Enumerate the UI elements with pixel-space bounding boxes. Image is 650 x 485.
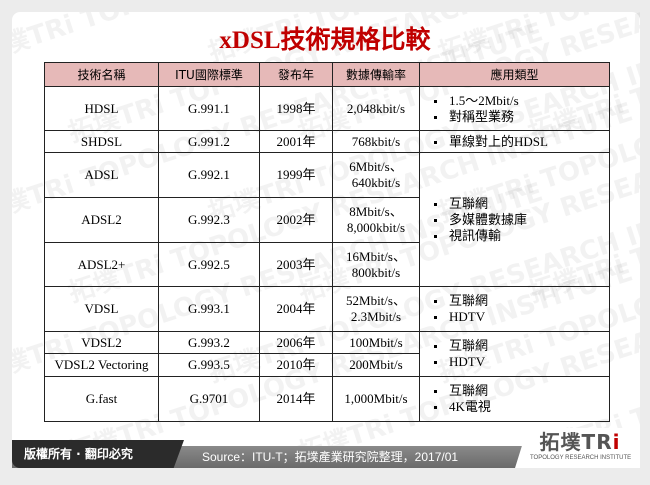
cell-year: 2004年 (259, 286, 333, 332)
cell-itu: G.991.2 (158, 130, 260, 153)
cell-year: 2002年 (259, 197, 333, 243)
tri-logo: 拓墣TRi TOPOLOGY RESEARCH INSTITUTE (530, 430, 632, 466)
cell-name: ADSL (44, 152, 159, 198)
application-item: HDTV (434, 354, 606, 370)
cell-rate: 16Mbit/s、800kbit/s (332, 242, 420, 287)
cell-name: HDSL (44, 86, 159, 131)
logo-mark: 拓墣TRi (539, 430, 621, 454)
cell-rate: 768kbit/s (332, 130, 420, 153)
cell-name: VDSL2 (44, 331, 159, 354)
cell-itu: G.993.1 (158, 286, 260, 332)
cell-application: 互聯網 HDTV (419, 286, 610, 332)
header-cell: 應用類型 (419, 62, 610, 87)
cell-application: 1.5～2Mbit/s 對稱型業務 (419, 86, 610, 131)
application-item: 互聯網 (434, 196, 606, 212)
table-row: G.fast G.9701 2014年 1,000Mbit/s 互聯網 4K電視 (44, 376, 610, 422)
cell-application: 互聯網 多媒體數據庫 視訊傳輸 (419, 152, 610, 287)
logo-subtitle: TOPOLOGY RESEARCH INSTITUTE (530, 455, 632, 461)
cell-name: VDSL (44, 286, 159, 332)
source-note: Source：ITU-T；拓墣產業研究院整理，2017/01 (202, 450, 459, 464)
table-row: ADSL G.992.1 1999年 6Mbit/s、640kbit/s 互聯網 多媒體數… (44, 152, 610, 287)
application-item: 對稱型業務 (434, 109, 606, 125)
table-row: VDSL2 G.993.2 2006年 100Mbit/s 互聯網 HDTV (44, 331, 610, 377)
cell-rate: 6Mbit/s、640kbit/s (332, 152, 420, 198)
application-item: 多媒體數據庫 (434, 212, 606, 228)
application-item: 4K電視 (434, 399, 606, 415)
cell-itu: G.992.5 (158, 242, 260, 287)
table-header-row: 技術名稱 ITU國際標準 發布年 數據傳輸率 應用類型 (44, 62, 610, 87)
cell-year: 2001年 (259, 130, 333, 153)
application-item: HDTV (434, 309, 606, 325)
cell-itu: G.993.2 (158, 331, 260, 354)
table-row: VDSL G.993.1 2004年 52Mbit/s、2.3Mbit/s 互聯網 HDT… (44, 286, 610, 332)
cell-year: 2003年 (259, 242, 333, 287)
cell-itu: G.993.5 (158, 353, 260, 377)
cell-itu: G.991.1 (158, 86, 260, 131)
cell-year: 2010年 (259, 353, 333, 377)
cell-itu: G.992.3 (158, 197, 260, 243)
logo-background (515, 428, 640, 468)
cell-rate: 200Mbit/s (332, 353, 420, 377)
table-row: VDSL2 Vectoring G.993.5 2010年 200Mbit/s (44, 353, 610, 377)
cell-name: ADSL2+ (44, 242, 159, 287)
table-row: SHDSL G.991.2 2001年 768kbit/s 單線對上的HDSL (44, 130, 610, 153)
slide-title: xDSL技術規格比較 (219, 27, 431, 54)
cell-application: 互聯網 HDTV (419, 331, 610, 377)
header-cell: 數據傳輸率 (332, 62, 420, 87)
cell-year: 1998年 (259, 86, 333, 131)
application-item: 視訊傳輸 (434, 228, 606, 244)
copyright-notice: 版權所有 · 翻印必究 (12, 440, 184, 468)
cell-rate: 52Mbit/s、2.3Mbit/s (332, 286, 420, 332)
cell-rate: 100Mbit/s (332, 331, 420, 354)
cell-itu: G.9701 (158, 376, 260, 422)
cell-year: 1999年 (259, 152, 333, 198)
cell-rate: 1,000Mbit/s (332, 376, 420, 422)
cell-year: 2006年 (259, 331, 333, 354)
cell-rate: 2,048kbit/s (332, 86, 420, 131)
cell-name: VDSL2 Vectoring (44, 353, 159, 377)
xdsl-comparison-table: 技術名稱 ITU國際標準 發布年 數據傳輸率 應用類型 HDSL G.991.1 1… (44, 62, 610, 422)
table-row: HDSL G.991.1 1998年 2,048kbit/s 1.5～2Mbit/s 對稱… (44, 86, 610, 131)
cell-application: 單線對上的HDSL (419, 130, 610, 153)
cell-name: SHDSL (44, 130, 159, 153)
application-item: 單線對上的HDSL (434, 134, 606, 150)
cell-rate: 8Mbit/s、8,000kbit/s (332, 197, 420, 243)
table-row: ADSL2 G.992.3 2002年 8Mbit/s、8,000kbit/s (44, 197, 610, 243)
header-cell: 發布年 (259, 62, 333, 87)
application-item: 1.5～2Mbit/s (434, 93, 606, 109)
application-item: 互聯網 (434, 338, 606, 354)
cell-year: 2014年 (259, 376, 333, 422)
cell-name: G.fast (44, 376, 159, 422)
header-cell: ITU國際標準 (158, 62, 260, 87)
cell-itu: G.992.1 (158, 152, 260, 198)
application-item: 互聯網 (434, 383, 606, 399)
header-cell: 技術名稱 (44, 62, 159, 87)
application-item: 互聯網 (434, 293, 606, 309)
cell-name: ADSL2 (44, 197, 159, 243)
cell-application: 互聯網 4K電視 (419, 376, 610, 422)
